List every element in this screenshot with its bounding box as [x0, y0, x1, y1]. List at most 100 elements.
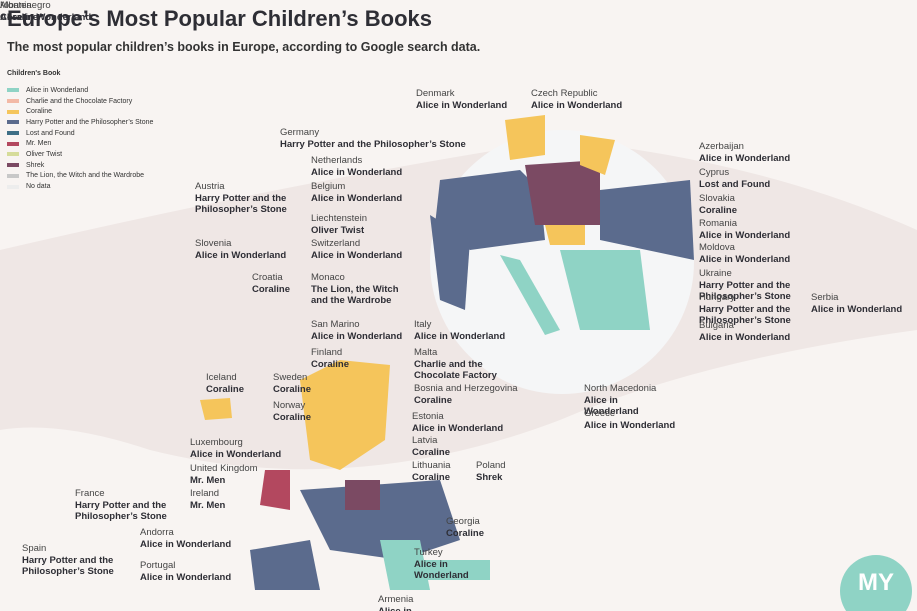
- legend-item: Charlie and the Chocolate Factory: [7, 96, 153, 107]
- country-label: Croatia Coraline: [252, 272, 312, 295]
- country-label: San Marino Alice in Wonderland: [311, 319, 431, 342]
- country-name: Austria: [195, 181, 225, 192]
- slovakia-shape: [545, 225, 585, 245]
- country-name: Malta: [414, 347, 438, 358]
- country-label: Turkey Alice in Wonderland: [414, 547, 484, 582]
- country-name: Belgium: [311, 181, 346, 192]
- country-book: Oliver Twist: [311, 224, 365, 236]
- legend-item: Harry Potter and the Philosopher’s Stone: [7, 117, 153, 128]
- country-book: The Lion, the Witch and the Wardrobe: [311, 283, 399, 307]
- badge: MY: [840, 555, 912, 611]
- country-label: Italy Alice in Wonderland: [414, 319, 534, 342]
- country-book: Alice in Wonderland: [190, 448, 282, 460]
- country-book: Coraline: [273, 383, 312, 395]
- country-label: Malta Charlie and the Chocolate Factory: [414, 347, 509, 382]
- italy-small-shape: [380, 540, 430, 590]
- country-book: Alice in Wonderland: [531, 99, 623, 111]
- country-label: Norway Coraline: [273, 400, 333, 423]
- country-book: Coraline: [412, 446, 451, 458]
- country-book: Harry Potter and the Philosopher’s Stone: [75, 499, 167, 523]
- country-name: Finland: [311, 347, 343, 358]
- country-book: Alice in Wonderland: [811, 303, 903, 315]
- country-book: Alice in Wonderland: [378, 605, 412, 611]
- country-label: Germany Harry Potter and the Philosopher’…: [280, 127, 480, 150]
- country-label: North Macedonia Alice in Wonderland: [584, 383, 674, 418]
- country-book: Harry Potter and the Philosopher’s Stone: [22, 554, 114, 578]
- country-name: United Kingdom: [190, 463, 258, 474]
- country-book: Harry Potter and the Philosopher’s Stone: [699, 303, 791, 327]
- country-label: United Kingdom Mr. Men: [190, 463, 280, 486]
- country-name: Romania: [699, 218, 738, 229]
- country-label: Ireland Mr. Men: [190, 488, 280, 511]
- poland-small-shape: [345, 480, 380, 510]
- country-book: Mr. Men: [190, 474, 226, 486]
- country-name: Georgia: [446, 516, 480, 527]
- uk-shape: [260, 470, 290, 510]
- country-book: Alice in Wonderland: [195, 249, 287, 261]
- legend-swatch: [7, 141, 19, 146]
- country-name: Switzerland: [311, 238, 361, 249]
- country-label: Monaco The Lion, the Witch and the Wardro…: [311, 272, 411, 307]
- country-label: Sweden Coraline: [273, 372, 333, 395]
- country-label: Latvia Coraline: [412, 435, 492, 458]
- legend: Children's Book Alice in Wonderland Charl…: [7, 70, 153, 192]
- legend-swatch: [7, 184, 19, 189]
- country-book: Coraline: [311, 358, 350, 370]
- country-label: Liechtenstein Oliver Twist: [311, 213, 431, 236]
- country-name: Albania: [0, 0, 32, 11]
- country-name: Slovakia: [699, 193, 735, 204]
- legend-item: Oliver Twist: [7, 149, 153, 160]
- country-book: Alice in Wonderland: [416, 99, 508, 111]
- country-name: Liechtenstein: [311, 213, 367, 224]
- legend-item: Lost and Found: [7, 128, 153, 139]
- country-book: Alice in Wonderland: [140, 571, 232, 583]
- country-label: Czech Republic Alice in Wonderland: [531, 88, 671, 111]
- country-name: Spain: [22, 543, 47, 554]
- legend-item: Alice in Wonderland: [7, 85, 153, 96]
- country-name: Iceland: [206, 372, 237, 383]
- france-shape: [430, 215, 470, 310]
- title: Europe’s Most Popular Children’s Books: [7, 6, 432, 31]
- legend-item: Shrek: [7, 160, 153, 171]
- country-book: Alice in Wonderland: [699, 229, 791, 241]
- subtitle: The most popular children’s books in Eur…: [7, 40, 481, 54]
- country-label: Andorra Alice in Wonderland: [140, 527, 250, 550]
- country-label: Switzerland Alice in Wonderland: [311, 238, 431, 261]
- country-label: Lithuania Coraline: [412, 460, 472, 483]
- country-name: Portugal: [140, 560, 176, 571]
- turkey-shape: [420, 560, 490, 580]
- balkans-shape: [560, 250, 650, 330]
- country-book: Alice in Wonderland: [699, 331, 791, 343]
- country-label: Moldova Alice in Wonderland: [699, 242, 899, 265]
- nordics-shape: [300, 360, 390, 470]
- country-name: Bulgaria: [699, 320, 734, 331]
- country-label: Denmark Alice in Wonderland: [416, 88, 556, 111]
- country-book: Alice in Wonderland: [584, 419, 676, 431]
- country-label: Belgium Alice in Wonderland: [311, 181, 431, 204]
- country-name: Estonia: [412, 411, 444, 422]
- country-label: Serbia Alice in Wonderland: [811, 292, 917, 315]
- country-book: Coraline: [412, 471, 451, 483]
- country-book: Harry Potter and the Philosopher’s Stone: [280, 138, 466, 150]
- country-book: Alice in Wonderland: [311, 166, 403, 178]
- country-label: Greece Alice in Wonderland: [584, 408, 704, 431]
- poland-shape: [525, 160, 600, 225]
- country-name: Hungary: [699, 292, 735, 303]
- legend-swatch: [7, 152, 19, 157]
- legend-label: Mr. Men: [26, 140, 52, 148]
- country-name: Turkey: [414, 547, 443, 558]
- legend-swatch: [7, 99, 19, 104]
- country-book: Alice in Wonderland: [412, 422, 504, 434]
- country-name: Azerbaijan: [699, 141, 744, 152]
- country-book: Shrek: [476, 471, 503, 483]
- country-name: Norway: [273, 400, 306, 411]
- country-name: Ukraine: [699, 268, 732, 279]
- country-name: Sweden: [273, 372, 308, 383]
- country-book: Coraline: [206, 383, 245, 395]
- country-name: Luxembourg: [190, 437, 243, 448]
- legend-swatch: [7, 120, 19, 125]
- country-name: Netherlands: [311, 155, 363, 166]
- country-label: Hungary Harry Potter and the Philosopher’…: [699, 292, 819, 327]
- country-book: Alice in Wonderland: [699, 253, 791, 265]
